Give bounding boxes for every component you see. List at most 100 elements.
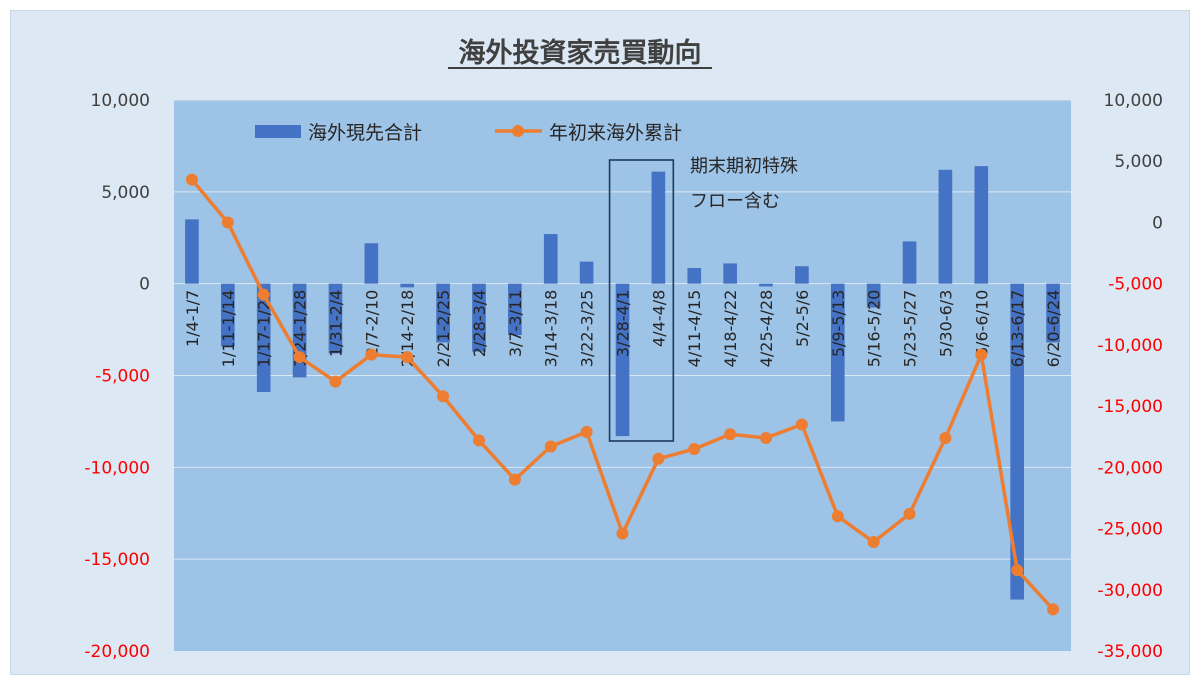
right-axis-label: -15,000 <box>1097 397 1163 417</box>
bar-4/18-4/22 <box>723 263 737 284</box>
category-label: 5/2-5/6 <box>793 290 812 347</box>
line-point-4/4-4/8 <box>652 452 665 465</box>
bar-6/6-6/10 <box>974 166 989 284</box>
left-axis-label: -10,000 <box>84 458 150 478</box>
bar-1/11-1/14 <box>221 283 235 347</box>
line-series <box>185 173 1060 616</box>
line-point-3/7-3/11 <box>508 473 521 486</box>
line-point-1/4-1/7 <box>185 173 198 186</box>
left-axis-labels: -20,000 -15,000 -10,000 -5,000 0 5,000 10,000 <box>84 91 150 662</box>
bar-3/7-3/11 <box>508 283 522 336</box>
line-point-6/13-6/17 <box>1011 564 1024 577</box>
annotation: 期末期初特殊 フロー含む <box>608 156 798 442</box>
right-axis-label: -5,000 <box>1108 275 1163 295</box>
category-label: 1/31-2/4 <box>326 290 345 357</box>
legend: 海外現先合計 年初来海外累計 <box>255 122 682 144</box>
left-axis-label: 0 <box>139 275 150 295</box>
bar-series <box>185 166 1060 600</box>
category-label: 6/6-6/10 <box>972 290 991 357</box>
left-axis-label: 10,000 <box>91 91 150 111</box>
bar-4/25-4/28 <box>759 283 773 287</box>
category-label: 4/11-4/15 <box>685 290 704 368</box>
right-axis-label: -10,000 <box>1097 336 1163 356</box>
line-point-2/7-2/10 <box>365 348 378 361</box>
right-axis-label: -25,000 <box>1097 520 1163 540</box>
line-point-6/6-6/10 <box>975 348 988 361</box>
bar-6/20-6/24 <box>1046 283 1060 343</box>
category-label: 1/11-1/14 <box>219 290 238 368</box>
right-axis-label: -30,000 <box>1097 581 1163 601</box>
bar-2/28-3/4 <box>472 283 486 352</box>
annotation-text-line-1: 期末期初特殊 <box>690 156 798 177</box>
category-label: 4/18-4/22 <box>721 290 740 368</box>
legend-bar-label: 海外現先合計 <box>308 122 422 144</box>
annotation-box <box>608 159 675 442</box>
left-axis-label: -5,000 <box>95 367 150 387</box>
category-label: 2/21-2/25 <box>434 290 453 368</box>
line-point-5/23-5/27 <box>903 507 916 520</box>
chart-title: 海外投資家売買動向 <box>459 37 702 69</box>
right-axis-label: 10,000 <box>1104 91 1163 111</box>
left-axis-label: 5,000 <box>101 183 150 203</box>
line-point-3/22-3/25 <box>580 425 593 438</box>
category-labels: 1/4-1/7 1/11-1/14 1/17-1/21 1/24-1/28 1/31-2… <box>183 290 1063 368</box>
line-point-2/21-2/25 <box>437 390 450 403</box>
bar-3/22-3/25 <box>579 261 594 284</box>
line-point-1/24-1/28 <box>293 351 306 364</box>
line-point-5/9-5/13 <box>831 510 844 523</box>
right-axis-label: -20,000 <box>1097 458 1163 478</box>
bar-4/4-4/8 <box>651 171 666 284</box>
category-label: 3/14-3/18 <box>542 290 561 368</box>
left-axis-label: -20,000 <box>84 642 150 662</box>
line-point-4/11-4/15 <box>688 442 701 455</box>
category-label: 5/30-6/3 <box>936 290 955 357</box>
bar-3/28-4/1 <box>615 283 630 437</box>
left-axis-label: -15,000 <box>84 550 150 570</box>
bar-1/31-2/4 <box>328 283 343 354</box>
category-label: 3/22-3/25 <box>578 290 597 368</box>
right-axis-labels: -35,000 -30,000 -25,000 -20,000 -15,000 -10,0… <box>1097 91 1163 662</box>
bar-5/16-5/20 <box>866 283 881 308</box>
right-axis-label: -35,000 <box>1097 642 1163 662</box>
legend-line-marker <box>512 125 524 137</box>
bar-5/30-6/3 <box>938 169 953 284</box>
bar-5/23-5/27 <box>902 241 917 284</box>
gridlines <box>174 99 1071 560</box>
line-point-2/14-2/18 <box>401 351 414 364</box>
annotation-text-line-2: フロー含む <box>690 191 780 212</box>
right-axis-label: 0 <box>1152 213 1163 233</box>
category-label: 3/7-3/11 <box>506 290 525 357</box>
line-point-2/28-3/4 <box>472 434 485 447</box>
line-point-1/11-1/14 <box>221 216 234 229</box>
bar-1/4-1/7 <box>185 219 199 284</box>
bar-5/9-5/13 <box>830 283 845 422</box>
category-label: 4/25-4/28 <box>757 290 776 368</box>
category-label: 6/20-6/24 <box>1044 290 1063 368</box>
line-point-1/31-2/4 <box>329 375 342 388</box>
legend-line-label: 年初来海外累計 <box>549 122 682 144</box>
line-point-5/2-5/6 <box>795 418 808 431</box>
category-label: 2/14-2/18 <box>398 290 417 368</box>
line-point-6/20-6/24 <box>1047 603 1060 616</box>
legend-bar-swatch <box>255 125 301 138</box>
category-label: 1/4-1/7 <box>183 290 202 347</box>
bar-6/13-6/17 <box>1010 283 1024 600</box>
line-point-4/18-4/22 <box>724 428 737 441</box>
category-label: 5/16-5/20 <box>865 290 884 368</box>
category-label: 6/13-6/17 <box>1008 290 1027 368</box>
right-axis-label: 5,000 <box>1114 152 1163 172</box>
category-label: 3/28-4/1 <box>614 290 633 357</box>
category-label: 5/9-5/13 <box>829 290 848 357</box>
line-point-1/17-1/21 <box>257 288 270 301</box>
category-label: 4/4-4/8 <box>649 290 668 347</box>
category-label: 5/23-5/27 <box>901 290 920 368</box>
bar-2/21-2/25 <box>436 283 450 343</box>
bar-2/14-2/18 <box>400 283 415 288</box>
bar-2/7-2/10 <box>364 243 379 284</box>
category-label: 2/7-2/10 <box>362 290 381 357</box>
category-label: 2/28-3/4 <box>470 290 489 357</box>
bar-1/17-1/21 <box>256 283 271 393</box>
bar-3/14-3/18 <box>543 234 558 284</box>
bar-5/2-5/6 <box>795 266 809 284</box>
